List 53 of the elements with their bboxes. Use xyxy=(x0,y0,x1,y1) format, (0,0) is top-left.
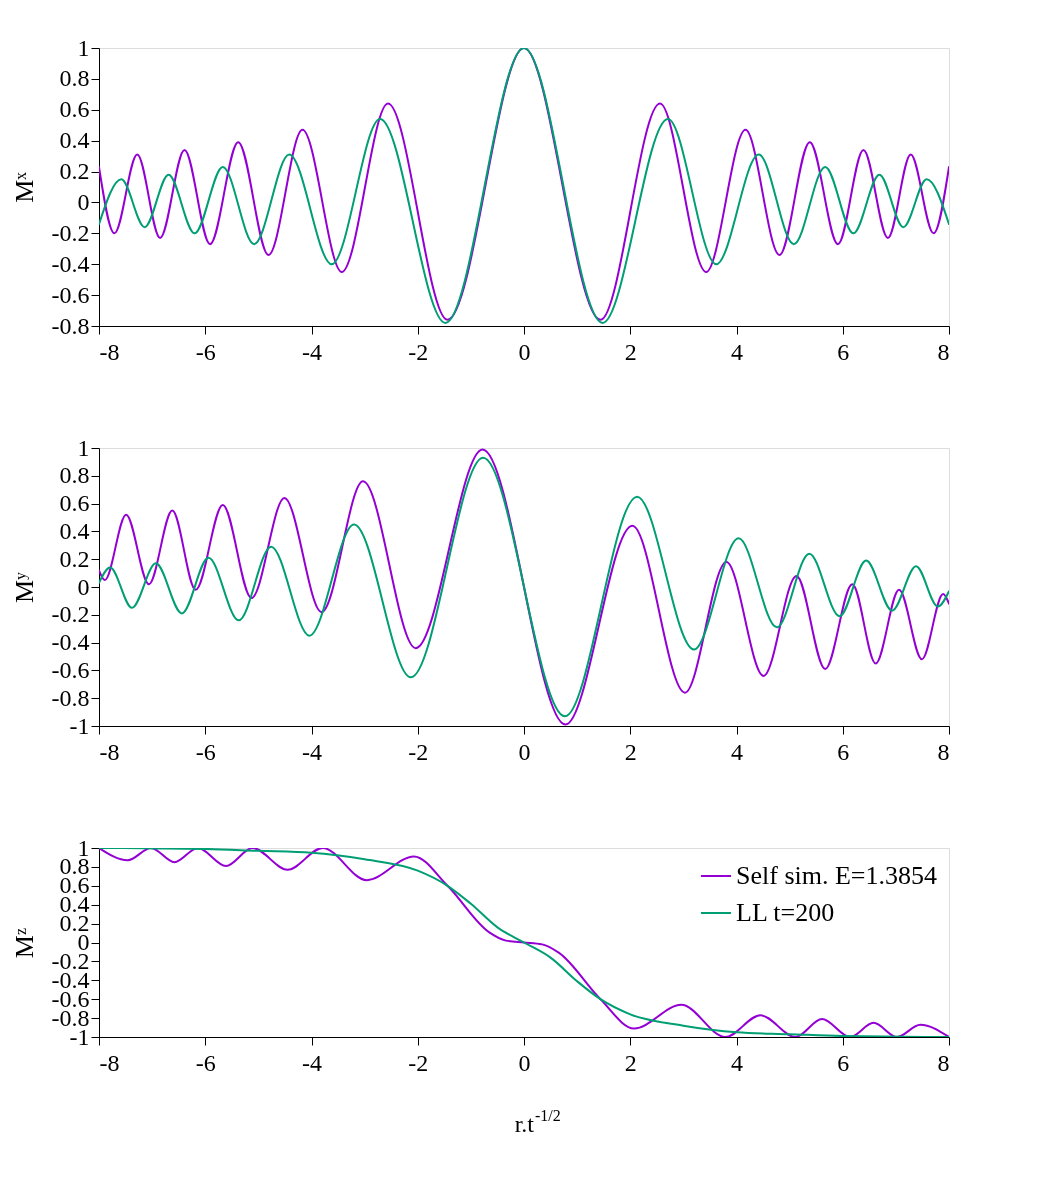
y-tick-label: 0.4 xyxy=(59,517,90,544)
x-tick-label: 2 xyxy=(624,738,637,765)
x-tick-label: 0 xyxy=(518,338,531,365)
x-tick-label: -8 xyxy=(99,1049,120,1076)
y-tick-label: 0.6 xyxy=(59,96,90,123)
x-tick-label: -8 xyxy=(99,338,120,365)
x-tick-label: 8 xyxy=(937,738,950,765)
y-tick-label: 0 xyxy=(77,188,90,215)
y-tick-label: 1 xyxy=(77,434,90,461)
y-tick-label: -0.8 xyxy=(51,684,90,711)
x-tick-label: 0 xyxy=(518,1049,531,1076)
y-tick-label: 0.8 xyxy=(59,65,90,92)
x-tick-label: 0 xyxy=(518,738,531,765)
x-tick-label: -4 xyxy=(302,738,322,765)
x-tick-label: 6 xyxy=(837,338,850,365)
x-tick-label: 8 xyxy=(937,1049,950,1076)
x-tick-label: 4 xyxy=(731,338,743,365)
y-tick-label: 0.2 xyxy=(59,158,90,185)
y-tick-label: -1 xyxy=(69,712,90,739)
y-tick-label: 0.6 xyxy=(59,490,90,517)
y-tick-label: -0.2 xyxy=(51,219,90,246)
y-tick-label: 0 xyxy=(77,573,90,600)
y-tick-label: -0.8 xyxy=(51,312,90,339)
x-tick-label: -2 xyxy=(408,1049,429,1076)
x-tick-label: 4 xyxy=(731,1049,743,1076)
x-tick-label: -4 xyxy=(302,1049,322,1076)
legend-label: LL t=200 xyxy=(736,898,835,927)
y-tick-label: 0.4 xyxy=(59,127,90,154)
y-axis-title: Mʸ xyxy=(9,571,39,603)
y-tick-label: -0.4 xyxy=(51,250,90,277)
x-tick-label: -4 xyxy=(302,338,322,365)
x-tick-label: -6 xyxy=(195,738,216,765)
y-axis-title: Mᶻ xyxy=(9,927,39,959)
x-tick-label: -6 xyxy=(195,1049,216,1076)
x-tick-label: -8 xyxy=(99,738,120,765)
x-tick-label: -2 xyxy=(408,738,429,765)
x-tick-label: 6 xyxy=(837,1049,850,1076)
y-tick-label: -0.4 xyxy=(51,629,90,656)
x-tick-label: 6 xyxy=(837,738,850,765)
y-tick-label: 0.2 xyxy=(59,545,90,572)
x-tick-label: 4 xyxy=(731,738,743,765)
y-tick-label: -0.6 xyxy=(51,656,90,683)
y-tick-label: 1 xyxy=(77,34,90,61)
x-tick-label: -6 xyxy=(195,338,216,365)
y-tick-label: -0.2 xyxy=(51,601,90,628)
x-tick-label: 2 xyxy=(624,1049,637,1076)
legend-label: Self sim. E=1.3854 xyxy=(736,861,937,890)
y-tick-label: -0.6 xyxy=(51,281,90,308)
y-axis-title: Mˣ xyxy=(9,171,39,203)
x-tick-label: 8 xyxy=(937,338,950,365)
x-tick-label: -2 xyxy=(408,338,429,365)
y-tick-label: 0.8 xyxy=(59,462,90,489)
x-tick-label: 2 xyxy=(624,338,637,365)
